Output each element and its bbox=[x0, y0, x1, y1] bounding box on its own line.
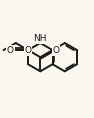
Text: O: O bbox=[25, 46, 32, 55]
Text: O: O bbox=[7, 46, 14, 55]
Text: NH: NH bbox=[34, 34, 47, 43]
Text: O: O bbox=[53, 46, 60, 55]
